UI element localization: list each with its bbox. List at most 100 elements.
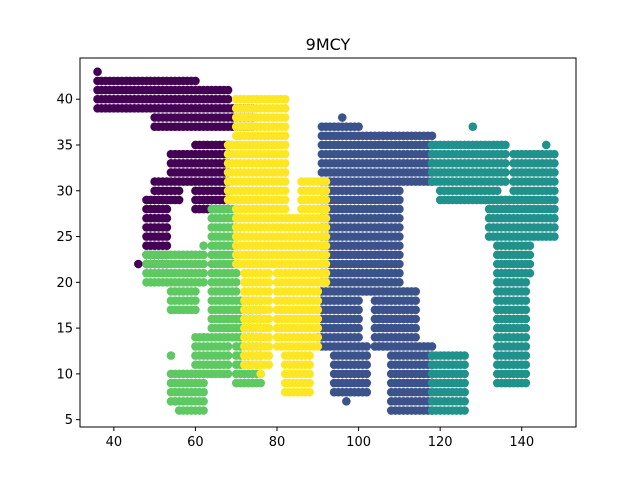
scatter-point-series-1 — [427, 342, 437, 351]
scatter-point-series-4 — [264, 278, 274, 287]
scatter-point-series-4 — [321, 213, 331, 223]
scatter-point-series-4 — [264, 268, 274, 278]
scatter-point-series-4 — [305, 369, 314, 379]
scatter-point-series-1 — [395, 250, 404, 260]
scatter-point-series-1 — [354, 305, 363, 315]
scatter-point-series-1 — [342, 397, 351, 406]
y-tick-label: 5 — [65, 413, 73, 428]
scatter-point-series-2 — [501, 168, 510, 177]
scatter-point-series-3 — [166, 351, 176, 360]
scatter-point-series-2 — [460, 360, 469, 370]
scatter-point-series-3 — [199, 278, 208, 287]
scatter-point-series-4 — [305, 387, 314, 397]
scatter-point-series-2 — [525, 268, 535, 278]
scatter-point-series-2 — [541, 140, 551, 150]
scatter-point-series-2 — [501, 177, 510, 186]
scatter-point-series-0 — [162, 213, 172, 223]
scatter-point-series-2 — [501, 149, 510, 159]
scatter-point-series-2 — [550, 186, 559, 196]
scatter-point-series-4 — [227, 186, 237, 196]
scatter-point-series-1 — [337, 113, 347, 122]
scatter-point-series-4 — [321, 259, 331, 269]
scatter-point-series-3 — [199, 397, 208, 406]
scatter-point-series-4 — [264, 360, 274, 370]
scatter-point-series-4 — [280, 149, 290, 159]
y-tick-label: 25 — [56, 230, 73, 245]
scatter-point-series-1 — [354, 314, 363, 324]
scatter-point-series-0 — [93, 67, 102, 77]
scatter-point-series-2 — [550, 232, 559, 241]
scatter-point-series-4 — [227, 168, 237, 177]
scatter-point-series-2 — [521, 369, 531, 379]
scatter-point-series-3 — [191, 305, 200, 315]
scatter-point-series-1 — [395, 232, 404, 241]
y-tick-label: 15 — [56, 322, 73, 337]
scatter-point-series-4 — [321, 232, 331, 241]
scatter-point-series-4 — [280, 177, 290, 186]
scatter-point-series-3 — [223, 369, 233, 379]
scatter-point-series-1 — [395, 213, 404, 223]
scatter-point-series-2 — [550, 149, 559, 159]
scatter-point-series-4 — [280, 168, 290, 177]
scatter-point-series-2 — [460, 397, 469, 406]
x-tick-label: 100 — [346, 435, 371, 450]
scatter-point-series-4 — [321, 278, 331, 287]
scatter-point-series-0 — [162, 232, 172, 241]
scatter-point-series-2 — [460, 387, 469, 397]
scatter-point-series-1 — [411, 305, 420, 315]
scatter-point-series-2 — [501, 140, 510, 150]
scatter-point-series-0 — [174, 186, 184, 196]
scatter-point-series-4 — [321, 268, 331, 278]
scatter-point-series-3 — [256, 378, 265, 388]
scatter-point-series-4 — [280, 186, 290, 196]
scatter-point-series-4 — [305, 351, 314, 360]
scatter-point-series-4 — [305, 360, 314, 370]
chart-title: 9MCY — [306, 35, 351, 54]
scatter-point-series-1 — [362, 342, 372, 351]
scatter-point-series-2 — [521, 278, 531, 287]
scatter-point-series-1 — [395, 259, 404, 269]
scatter-point-series-4 — [305, 378, 314, 388]
scatter-point-series-0 — [146, 195, 155, 205]
scatter-point-series-4 — [280, 131, 290, 141]
scatter-point-series-3 — [199, 406, 208, 415]
scatter-point-series-2 — [550, 213, 559, 223]
scatter-point-series-4 — [227, 158, 237, 168]
scatter-point-series-1 — [395, 223, 404, 232]
scatter-point-series-1 — [395, 186, 404, 196]
scatter-point-series-1 — [411, 287, 420, 296]
scatter-point-series-2 — [492, 186, 502, 196]
scatter-point-series-1 — [411, 314, 420, 324]
scatter-point-series-0 — [191, 76, 200, 86]
scatter-point-series-2 — [460, 351, 469, 360]
scatter-point-series-4 — [280, 195, 290, 205]
scatter-point-series-2 — [550, 223, 559, 232]
scatter-point-series-3 — [231, 287, 241, 296]
scatter-point-series-3 — [199, 378, 208, 388]
scatter-point-series-1 — [354, 296, 363, 305]
scatter-point-series-2 — [550, 158, 559, 168]
scatter-point-series-4 — [313, 332, 323, 342]
scatter-point-series-4 — [313, 323, 323, 333]
scatter-point-series-1 — [395, 204, 404, 214]
scatter-point-series-4 — [227, 149, 237, 159]
scatter-point-series-4 — [321, 195, 331, 205]
scatter-point-series-4 — [280, 140, 290, 150]
scatter-point-series-3 — [223, 351, 233, 360]
scatter-point-series-0 — [162, 223, 172, 232]
scatter-point-series-3 — [223, 360, 233, 370]
x-tick-label: 80 — [269, 435, 286, 450]
scatter-point-series-4 — [227, 140, 237, 150]
scatter-point-series-1 — [354, 122, 363, 131]
scatter-point-series-2 — [525, 250, 535, 260]
x-tick-label: 140 — [509, 435, 534, 450]
scatter-point-series-1 — [427, 131, 437, 141]
scatter-point-series-3 — [191, 296, 200, 305]
scatter-point-series-1 — [411, 323, 420, 333]
scatter-point-series-4 — [321, 250, 331, 260]
y-axis: 5 10 15 20 25 30 35 40 — [56, 93, 80, 428]
scatter-point-series-4 — [256, 369, 265, 379]
scatter-point-series-2 — [521, 296, 531, 305]
scatter-point-series-3 — [231, 268, 241, 278]
scatter-point-series-1 — [395, 278, 404, 287]
